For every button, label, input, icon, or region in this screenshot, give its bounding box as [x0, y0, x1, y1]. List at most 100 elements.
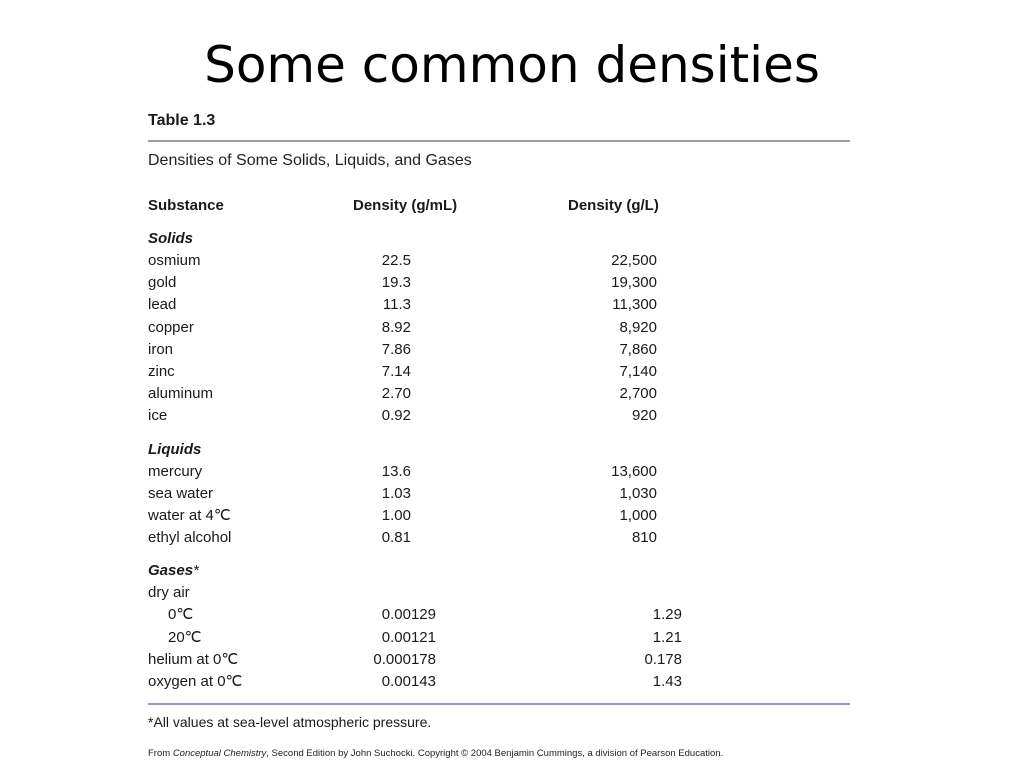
table-row: 0℃ 0.00129 1.29: [148, 604, 850, 626]
density-gl-cell: 2,700: [568, 383, 768, 405]
density-gl-cell-value: 2,700: [619, 385, 657, 403]
table-row: sea water 1.03 1,030: [148, 483, 850, 505]
density-gml-cell: 13.6: [353, 461, 568, 483]
substance-cell: helium at 0℃: [148, 650, 239, 668]
density-gl-cell-value: 920: [631, 407, 657, 425]
density-gl-cell: 7,140: [568, 361, 768, 383]
table-caption: Densities of Some Solids, Liquids, and G…: [148, 152, 472, 169]
density-gml-cell-value: 2.70: [381, 385, 411, 403]
column-headers: Substance Density (g/mL) Density (g/L): [148, 195, 850, 217]
density-gl-cell-value: 810: [631, 529, 657, 547]
substance-cell: oxygen at 0℃: [148, 673, 243, 691]
table-row: aluminum 2.70 2,700: [148, 383, 850, 405]
dry-air-rows: 0℃ 0.00129 1.29 20℃ 0.00121 1.21: [148, 604, 850, 648]
source-credit: From Conceptual Chemistry, Second Editio…: [148, 748, 723, 759]
density-gml-cell: 1.03: [353, 483, 568, 505]
substance-cell: 20℃: [168, 628, 202, 646]
density-gl-cell: 22,500: [568, 250, 768, 272]
section-gases-heading: Gases*: [148, 560, 850, 582]
density-gml-cell-value: 0.000178: [373, 650, 436, 668]
density-gl-cell-value: 7,860: [619, 340, 657, 358]
density-gl-cell-value: 7,140: [619, 363, 657, 381]
table-footnote: *All values at sea-level atmospheric pre…: [148, 714, 432, 731]
density-gml-cell-value: 0.92: [381, 407, 411, 425]
solids-rows: osmium 22.5 22,500 gold 19.3 19,300 lead 11.3 11…: [148, 250, 850, 428]
density-gl-cell-value: 1,000: [619, 507, 657, 525]
density-gml-cell-value: 0.00143: [381, 673, 436, 691]
density-gml-cell: 2.70: [353, 383, 568, 405]
table-row: osmium 22.5 22,500: [148, 250, 850, 272]
table-row: ethyl alcohol 0.81 810: [148, 527, 850, 549]
substance-cell: iron: [148, 340, 174, 358]
table-row: lead 11.3 11,300: [148, 294, 850, 316]
table-row: ice 0.92 920: [148, 405, 850, 427]
density-gml-cell-value: 0.00121: [381, 628, 436, 646]
density-gl-cell: 13,600: [568, 461, 768, 483]
substance-cell: lead: [148, 296, 177, 314]
density-gml-cell: 1.00: [353, 505, 568, 527]
density-gl-cell: 7,860: [568, 339, 768, 361]
density-gl-cell-value: 19,300: [611, 274, 657, 292]
density-gml-cell-value: 22.5: [381, 252, 411, 269]
table-label: Table 1.3: [148, 112, 216, 129]
density-gl-cell-value: 1.21: [652, 628, 682, 646]
substance-cell: gold: [148, 274, 177, 292]
density-gl-cell: 11,300: [568, 294, 768, 316]
table-row: helium at 0℃ 0.000178 0.178: [148, 649, 850, 671]
density-gml-cell: 7.86: [353, 339, 568, 361]
gases-section: dry air 0℃ 0.00129 1.29 20℃ 0.00121 1.21 heli…: [148, 582, 850, 693]
table-row: 20℃ 0.00121 1.21: [148, 627, 850, 649]
density-gml-cell-value: 7.14: [381, 363, 411, 381]
density-gl-cell: 920: [568, 405, 768, 427]
table-row: gold 19.3 19,300: [148, 272, 850, 294]
table-row: zinc 7.14 7,140: [148, 361, 850, 383]
bottom-rule: [148, 703, 850, 706]
table-row: water at 4℃ 1.00 1,000: [148, 505, 850, 527]
section-solids-heading: Solids: [148, 230, 194, 247]
density-gl-cell-value: 0.178: [644, 650, 682, 668]
substance-cell: osmium: [148, 252, 201, 269]
table-row: iron 7.86 7,860: [148, 339, 850, 361]
density-gml-cell-value: 1.00: [381, 507, 411, 525]
source-rest: , Second Edition by John Suchocki. Copyr…: [266, 748, 724, 759]
gases-heading-mark: *: [193, 562, 199, 580]
density-gl-cell-value: 1.43: [652, 673, 682, 691]
density-gl-cell: 1.29: [568, 604, 768, 626]
density-gml-cell: 0.00129: [353, 604, 568, 626]
density-gml-cell: 0.92: [353, 405, 568, 427]
density-gml-cell: 0.81: [353, 527, 568, 549]
density-gl-cell-value: 22,500: [611, 252, 657, 269]
header-density-gml: Density (g/mL): [353, 197, 458, 214]
density-gl-cell: 1.43: [568, 671, 768, 693]
dry-air-label: dry air: [148, 584, 190, 602]
section-liquids-heading: Liquids: [148, 440, 202, 458]
table-row: oxygen at 0℃ 0.00143 1.43: [148, 671, 850, 693]
header-density-gl: Density (g/L): [568, 197, 659, 214]
density-gml-cell-value: 19.3: [381, 274, 411, 292]
density-gl-cell: 8,920: [568, 317, 768, 339]
density-gl-cell: 19,300: [568, 272, 768, 294]
density-gml-cell: 8.92: [353, 317, 568, 339]
density-gl-cell-value: 13,600: [611, 462, 657, 480]
density-gl-cell: 1,000: [568, 505, 768, 527]
density-gml-cell: 19.3: [353, 272, 568, 294]
density-gml-cell: 0.000178: [353, 649, 568, 671]
density-gml-cell: 0.00121: [353, 627, 568, 649]
liquids-rows: mercury 13.6 13,600 sea water 1.03 1,030 water…: [148, 461, 850, 550]
density-gl-cell-value: 8,920: [619, 318, 657, 336]
substance-cell: ice: [148, 407, 168, 425]
density-gml-cell-value: 13.6: [381, 462, 411, 480]
density-gml-cell: 0.00143: [353, 671, 568, 693]
density-gl-cell: 1.21: [568, 627, 768, 649]
density-gml-cell-value: 0.81: [381, 529, 411, 547]
substance-cell: mercury: [148, 462, 203, 480]
density-gl-cell: 0.178: [568, 649, 768, 671]
substance-cell: zinc: [148, 363, 175, 381]
density-gl-cell-value: 11,300: [612, 296, 657, 314]
substance-cell: copper: [148, 318, 194, 336]
density-gl-cell-value: 1,030: [619, 484, 657, 502]
density-gl-cell: 810: [568, 527, 768, 549]
gases-rows: helium at 0℃ 0.000178 0.178 oxygen at 0℃ 0.0…: [148, 649, 850, 693]
density-table: Table 1.3 Densities of Some Solids, Liqu…: [148, 108, 850, 732]
substance-cell: 0℃: [168, 606, 194, 624]
